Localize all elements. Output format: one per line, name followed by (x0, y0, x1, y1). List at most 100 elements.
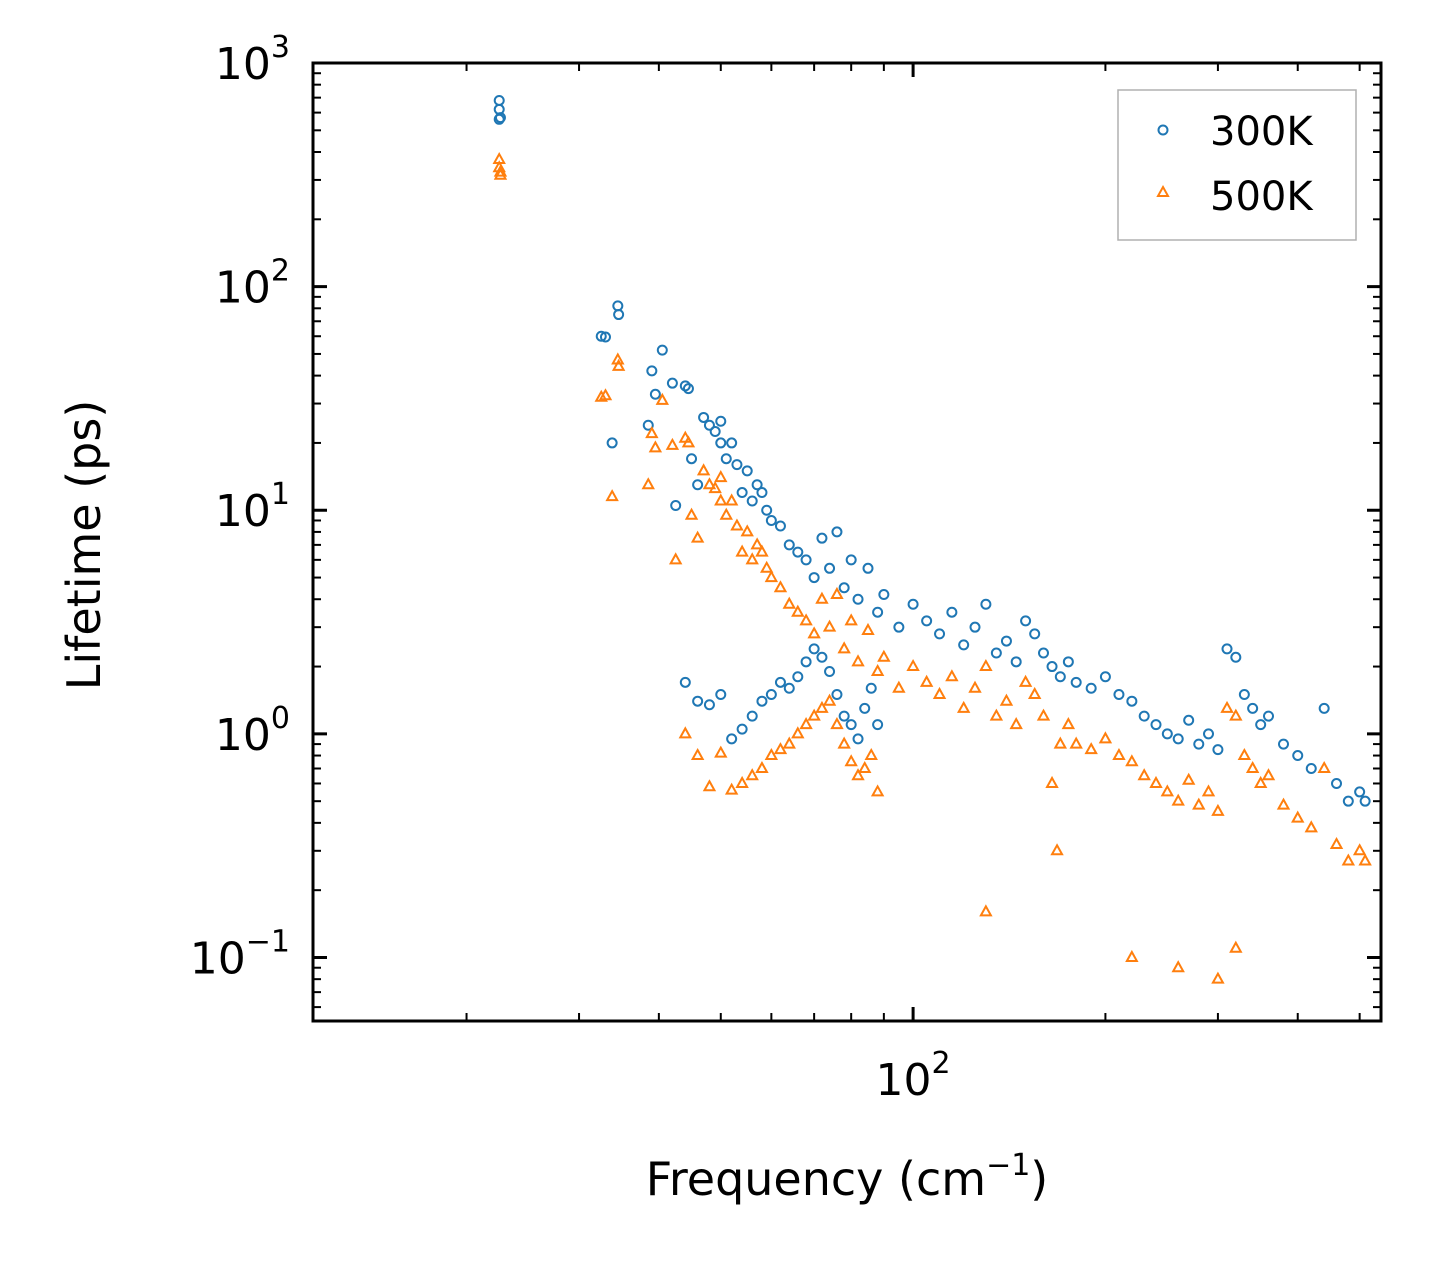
point-300k (765, 514, 777, 526)
point-500k (1061, 717, 1076, 730)
point-500k (999, 693, 1014, 706)
point-300k (1255, 719, 1267, 731)
point-300k (1150, 719, 1162, 731)
point-500k (799, 613, 813, 626)
point-300k (783, 682, 795, 694)
point-300k (808, 572, 820, 584)
point-500k (605, 489, 619, 502)
point-500k (968, 680, 982, 693)
y-axis-title: Lifetime (ps) (57, 400, 111, 691)
point-300k (783, 539, 795, 551)
point-500k (493, 164, 508, 177)
point-500k (755, 544, 769, 557)
point-500k (932, 686, 947, 699)
point-500k (1125, 754, 1139, 767)
point-300k (646, 365, 658, 377)
point-300k (715, 437, 727, 449)
point-500k (799, 717, 813, 730)
point-300k (746, 710, 758, 722)
point-300k (865, 682, 877, 694)
point-500k (764, 747, 779, 761)
point-500k (1171, 793, 1185, 806)
point-300k (494, 112, 506, 124)
point-500k (611, 358, 626, 371)
x-axis-title-exponent: −1 (986, 1148, 1030, 1183)
point-300k (720, 453, 732, 465)
point-500k (1291, 810, 1305, 823)
point-500k (702, 779, 717, 792)
plot-frame (311, 61, 1383, 1023)
point-500k (1053, 736, 1068, 749)
point-500k (864, 747, 878, 761)
point-500k (1069, 736, 1083, 749)
point-500k (979, 658, 993, 672)
point-500k (989, 708, 1004, 721)
point-300k (656, 344, 668, 356)
point-500k (665, 437, 680, 450)
point-500k (1171, 960, 1185, 973)
point-500k (708, 481, 722, 494)
point-500k (861, 622, 875, 635)
point-300k (703, 419, 715, 431)
point-300k (1099, 671, 1111, 683)
point-300k (774, 676, 786, 688)
point-300k (1038, 647, 1050, 659)
point-300k (1172, 733, 1184, 745)
point-300k (872, 606, 884, 618)
point-500k (1009, 717, 1023, 730)
point-500k (681, 435, 696, 448)
point-300k (1085, 682, 1097, 694)
point-300k (595, 330, 607, 342)
point-300k (765, 688, 777, 700)
point-300k (698, 411, 710, 423)
point-500k (655, 392, 670, 405)
point-500k (1027, 686, 1042, 699)
legend: 300K 500K (1117, 89, 1357, 241)
point-500k (956, 700, 971, 713)
x-tick-label: 102 (876, 1046, 951, 1106)
point-500k (1084, 742, 1098, 755)
point-300k (872, 719, 884, 731)
point-500k (919, 674, 934, 687)
point-300k (824, 666, 836, 678)
point-300k (1193, 738, 1205, 750)
point-300k (1070, 676, 1082, 688)
point-500k (678, 726, 693, 739)
point-500k (759, 560, 774, 573)
point-500k (714, 745, 728, 758)
legend-label-300k: 300K (1210, 109, 1314, 155)
point-500k (594, 389, 608, 402)
legend-marker-300k (1157, 124, 1169, 136)
point-500k (1045, 775, 1059, 788)
point-500k (1237, 747, 1252, 761)
point-300k (990, 647, 1002, 659)
point-500k (745, 552, 759, 565)
point-500k (1050, 843, 1064, 856)
point-500k (822, 693, 837, 706)
point-500k (844, 754, 858, 767)
point-500k (645, 426, 659, 439)
point-300k (741, 465, 753, 477)
series-300k-points (493, 94, 1371, 807)
point-300k (1113, 688, 1125, 700)
point-300k (726, 733, 738, 745)
point-300k (1318, 702, 1330, 714)
point-300k (831, 688, 843, 700)
point-300k (1203, 728, 1215, 740)
point-300k (736, 723, 748, 735)
point-500k (1160, 784, 1175, 797)
point-300k (907, 598, 919, 610)
point-500k (730, 518, 744, 531)
point-300k (746, 495, 758, 507)
point-500k (1276, 797, 1291, 810)
point-300k (1062, 656, 1074, 668)
point-300k (613, 309, 625, 321)
point-300k (824, 562, 836, 574)
point-500k (782, 596, 796, 609)
point-300k (1331, 777, 1343, 789)
point-500k (906, 658, 920, 672)
x-tick-labels: 102 (876, 1046, 951, 1106)
point-500k (858, 760, 872, 774)
point-500k (807, 626, 821, 639)
